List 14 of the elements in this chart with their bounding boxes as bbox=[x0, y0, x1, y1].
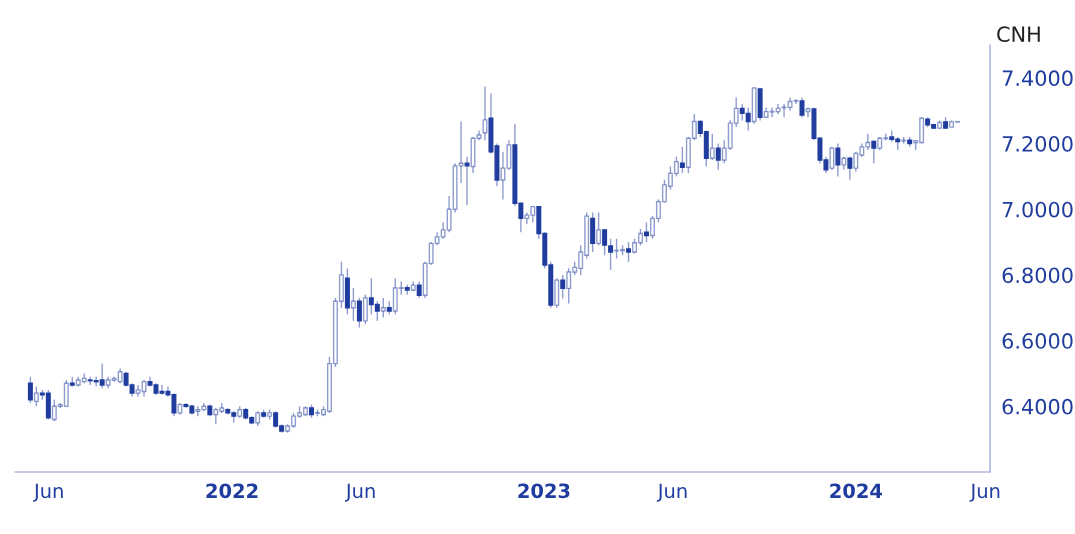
y-tick-label: 7.4000 bbox=[1002, 70, 1073, 87]
x-tick-label: Jun bbox=[32, 483, 63, 502]
y-tick-label: 6.6000 bbox=[1002, 333, 1073, 349]
y-tick-label: 7.0000 bbox=[1002, 201, 1073, 218]
y-axis-title: CNH bbox=[997, 26, 1040, 43]
y-tick-label: 7.2000 bbox=[1002, 135, 1073, 152]
x-tick-label: Jun bbox=[969, 483, 1000, 502]
x-tick-label: 2023 bbox=[518, 483, 570, 499]
x-tick-label: Jun bbox=[344, 483, 375, 502]
y-tick-label: 6.8000 bbox=[1002, 267, 1073, 284]
x-tick-label: 2022 bbox=[206, 483, 258, 499]
y-tick-label: 6.4000 bbox=[1002, 398, 1073, 415]
x-tick-label: 2024 bbox=[830, 483, 883, 499]
x-tick-label: Jun bbox=[656, 483, 687, 502]
